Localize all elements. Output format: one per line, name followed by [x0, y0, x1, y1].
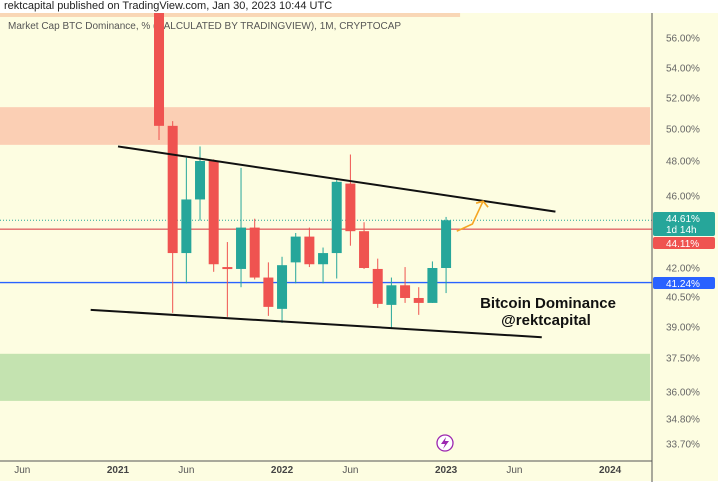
candle-body	[208, 161, 219, 265]
candle-body	[263, 277, 274, 307]
x-tick-label: Jun	[14, 465, 30, 476]
candle-body	[441, 220, 452, 268]
y-tick-label: 46.00%	[666, 192, 700, 203]
publisher-line: rektcapital published on TradingView.com…	[0, 0, 644, 13]
candle-2022-07	[359, 222, 370, 269]
candle-body	[195, 161, 206, 200]
candle-2023-01	[441, 216, 452, 294]
annotation-author: @rektcapital	[501, 312, 591, 329]
candle-body	[400, 285, 411, 298]
prev-close-badge: 44.11%	[653, 237, 715, 250]
last-price-badge: 44.61%1d 14h	[653, 212, 715, 236]
lightning-event-icon[interactable]	[436, 434, 454, 452]
candle-2022-10	[400, 267, 411, 303]
badge-label: 44.11%	[666, 239, 699, 250]
level-badge: 41.24%	[653, 277, 715, 290]
x-tick-label: Jun	[342, 465, 358, 476]
candle-2022-09	[386, 277, 397, 330]
candle-2021-12	[263, 262, 274, 316]
y-tick-label: 34.80%	[666, 415, 700, 426]
candle-2021-05	[167, 121, 178, 313]
candle-body	[154, 13, 165, 126]
candle-2021-11	[249, 218, 260, 280]
x-tick-label: 2024	[599, 465, 622, 476]
resistance-zone	[0, 107, 650, 145]
candle-2022-08	[372, 258, 383, 308]
candle-body	[386, 285, 397, 305]
x-tick-label: 2022	[271, 465, 294, 476]
candle-body	[318, 253, 329, 265]
badge-countdown: 1d 14h	[666, 225, 697, 236]
candle-2022-06	[345, 154, 356, 246]
candle-2022-04	[318, 247, 329, 284]
y-tick-label: 48.00%	[666, 157, 700, 168]
candle-body	[359, 231, 370, 268]
chart-title: Market Cap BTC Dominance, % (CALCULATED …	[8, 21, 401, 32]
y-tick-label: 42.00%	[666, 264, 700, 275]
candle-2022-02	[290, 232, 301, 284]
y-tick-label: 56.00%	[666, 34, 700, 45]
candle-body	[167, 125, 178, 254]
badge-label: 44.61%	[666, 214, 700, 225]
icon-bolt	[441, 437, 449, 449]
candle-body	[277, 265, 288, 309]
candle-body	[372, 268, 383, 304]
annotation-title: Bitcoin Dominance	[480, 295, 616, 312]
candle-2021-09	[222, 242, 233, 317]
projection-arrow	[456, 200, 484, 232]
candle-2022-12	[427, 261, 438, 303]
candle-2022-03	[304, 227, 315, 268]
time-axis	[0, 461, 652, 481]
y-tick-label: 50.00%	[666, 125, 700, 136]
lower-trendline	[90, 308, 542, 339]
candle-body	[290, 236, 301, 263]
candle-body	[331, 181, 342, 254]
candle-body	[181, 199, 192, 254]
arrow-head-icon	[475, 200, 489, 208]
candle-2021-04	[154, 13, 165, 141]
y-tick-label: 37.50%	[666, 354, 700, 365]
x-tick-label: 2023	[435, 465, 458, 476]
candle-2021-06	[181, 157, 192, 284]
y-tick-label: 33.70%	[666, 440, 700, 451]
x-tick-label: Jun	[178, 465, 194, 476]
candle-body	[304, 236, 315, 265]
candle-body	[249, 227, 260, 278]
candle-body	[222, 267, 233, 270]
badge-bg	[653, 277, 715, 289]
y-tick-label: 40.50%	[666, 293, 700, 304]
y-tick-label: 52.00%	[666, 94, 700, 105]
x-tick-label: Jun	[506, 465, 522, 476]
candle-body	[236, 227, 247, 269]
badge-bg	[653, 237, 715, 249]
x-tick-label: 2021	[107, 465, 130, 476]
support-zone	[0, 353, 650, 401]
candle-2021-08	[208, 159, 219, 272]
badge-label: 41.24%	[666, 279, 700, 290]
candle-body	[427, 268, 438, 303]
top-resistance-strip	[0, 13, 461, 17]
candle-2021-10	[236, 167, 247, 288]
candle-body	[345, 183, 356, 232]
candle-body	[413, 297, 424, 303]
candle-2022-05	[331, 180, 342, 279]
candle-2022-11	[413, 287, 424, 315]
y-tick-label: 39.00%	[666, 323, 700, 334]
candle-2022-01	[277, 256, 288, 323]
y-tick-label: 54.00%	[666, 64, 700, 75]
badge-bg	[653, 212, 715, 236]
y-tick-label: 36.00%	[666, 388, 700, 399]
